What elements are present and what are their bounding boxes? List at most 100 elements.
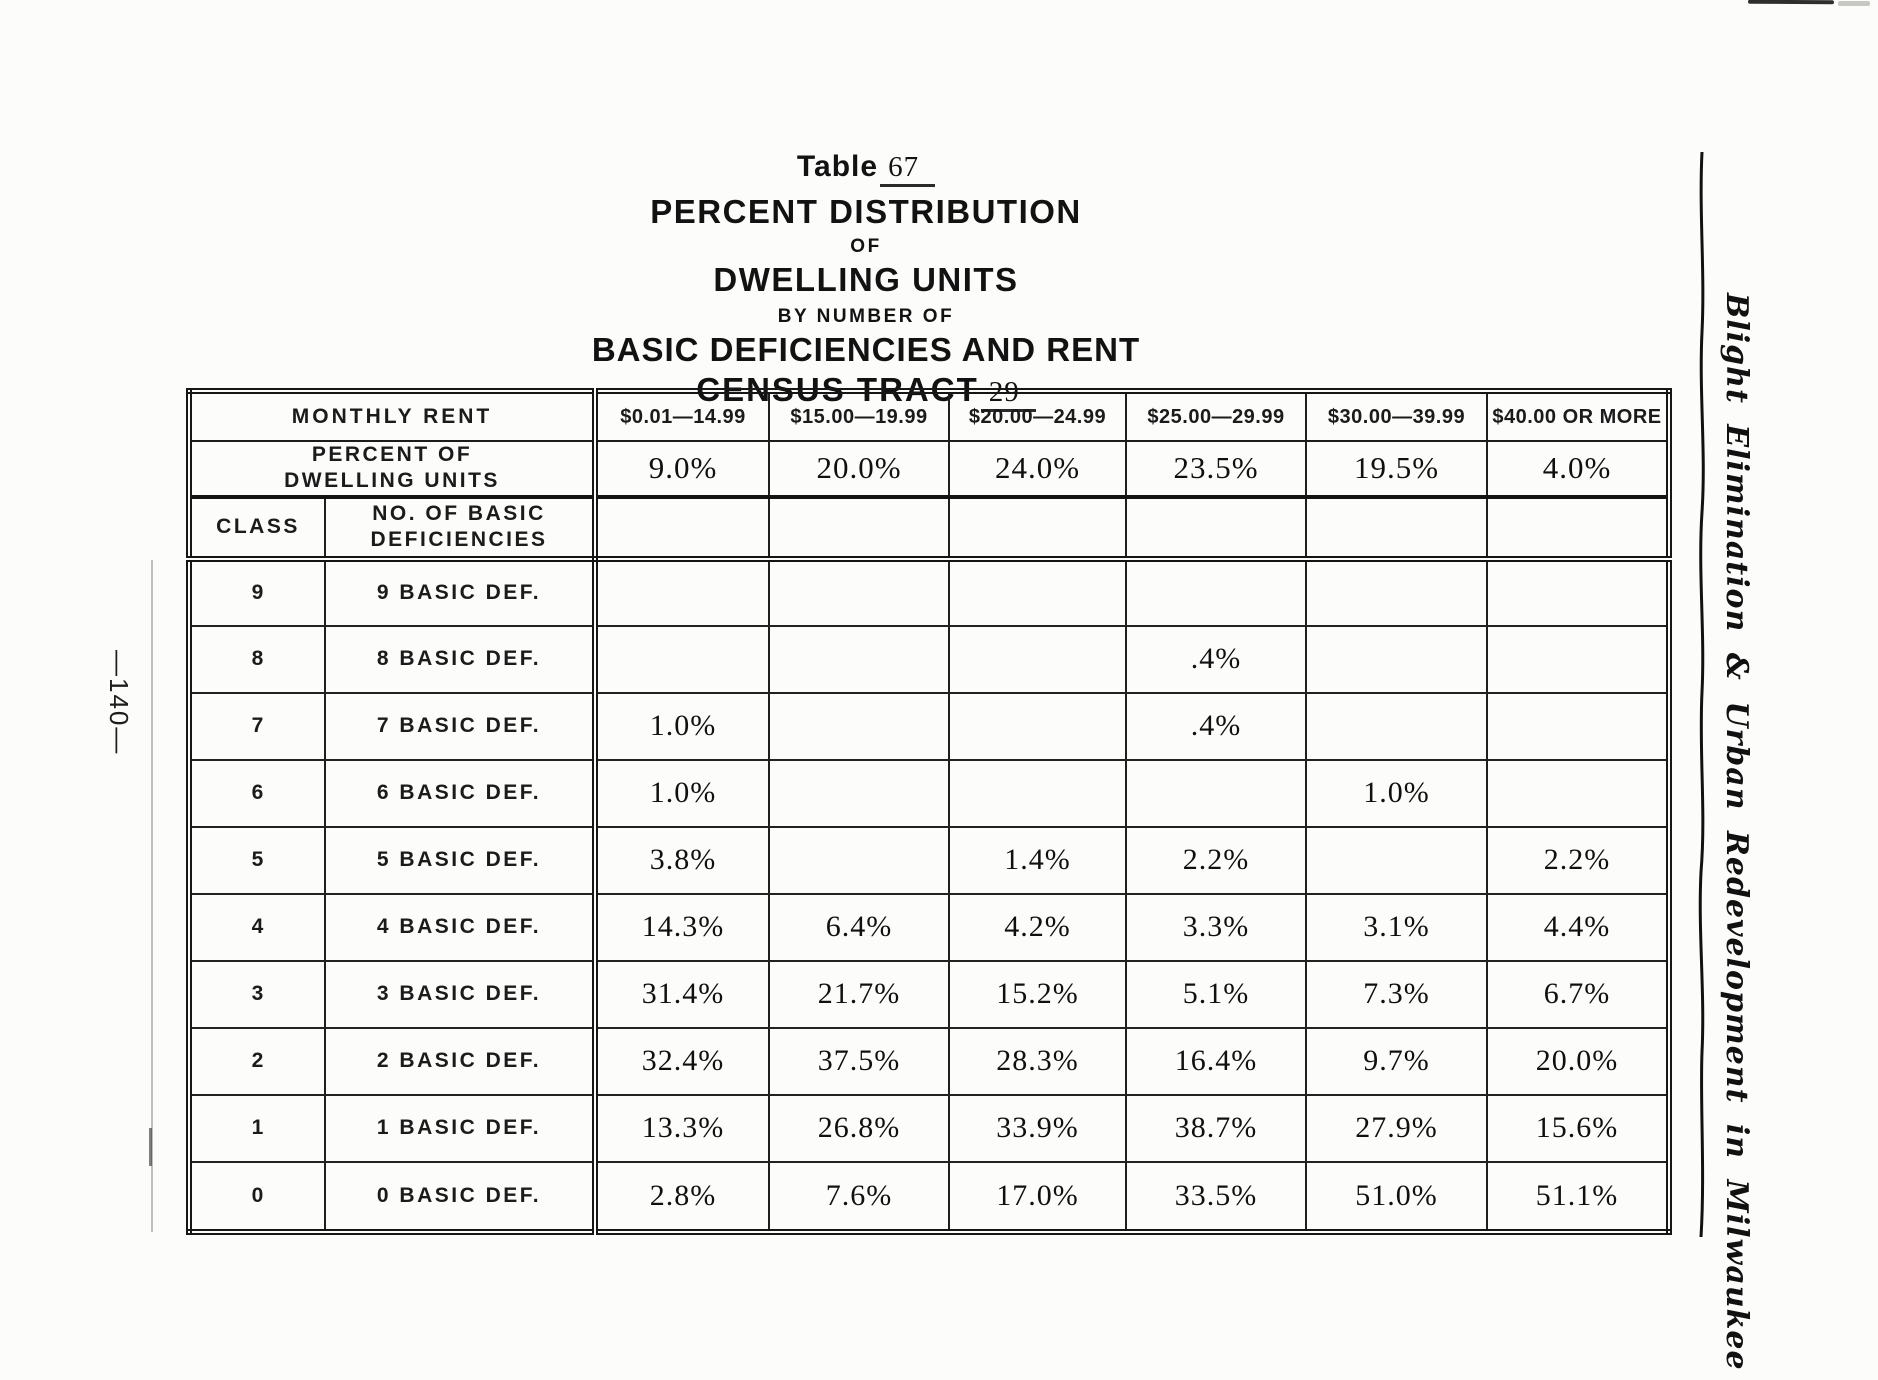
page-fold-tick — [149, 1128, 152, 1166]
percent-of-dwelling-units-label: PERCENT OF DWELLING UNITS — [189, 441, 599, 499]
value-cell: 2.2% — [1125, 826, 1307, 895]
value-cell — [1486, 692, 1670, 761]
value-cell: 2.8% — [594, 1161, 770, 1233]
value-cell — [1125, 759, 1307, 828]
value-cell: 9.7% — [1305, 1027, 1488, 1096]
value-cell — [768, 759, 950, 828]
empty-cell — [1125, 496, 1307, 562]
value-cell: 3.3% — [1125, 893, 1307, 962]
value-cell — [1305, 558, 1488, 627]
value-cell: 3.8% — [594, 826, 770, 895]
value-cell: 2.2% — [1486, 826, 1670, 895]
deficiency-label-cell: 6 BASIC DEF. — [325, 759, 599, 828]
value-cell: 1.0% — [594, 692, 770, 761]
class-cell: 5 — [189, 826, 326, 895]
rent-column-header: $20.00—24.99 — [948, 391, 1127, 442]
value-cell: 15.2% — [948, 960, 1127, 1029]
percent-value-cell: 23.5% — [1125, 441, 1307, 499]
value-cell: 7.6% — [768, 1161, 950, 1233]
percent-value-cell: 4.0% — [1486, 441, 1670, 499]
value-cell — [768, 826, 950, 895]
value-cell: 28.3% — [948, 1027, 1127, 1096]
monthly-rent-label: MONTHLY RENT — [189, 391, 599, 442]
value-cell: 14.3% — [594, 893, 770, 962]
deficiency-header-line1: NO. OF BASIC — [372, 501, 546, 525]
value-cell — [768, 558, 950, 627]
empty-cell — [948, 496, 1127, 562]
value-cell: 4.2% — [948, 893, 1127, 962]
percent-value-cell: 19.5% — [1305, 441, 1488, 499]
rent-column-header: $15.00—19.99 — [768, 391, 950, 442]
value-cell — [768, 692, 950, 761]
deficiency-label-cell: 3 BASIC DEF. — [325, 960, 599, 1029]
table-title-block: Table 67 PERCENT DISTRIBUTION OF DWELLING… — [426, 150, 1306, 412]
deficiency-rent-table: MONTHLY RENT $0.01—14.99 $15.00—19.99 $2… — [186, 388, 1673, 1235]
deficiency-label-cell: 0 BASIC DEF. — [325, 1161, 599, 1233]
deficiency-label-cell: 1 BASIC DEF. — [325, 1094, 599, 1163]
value-cell: 51.1% — [1486, 1161, 1670, 1233]
value-cell — [594, 558, 770, 627]
sidebar-divider-line — [1698, 152, 1705, 1237]
table-number-fill-in: 67 — [880, 153, 936, 187]
value-cell — [948, 692, 1127, 761]
table-label: Table — [796, 150, 879, 183]
value-cell: 31.4% — [594, 960, 770, 1029]
value-cell: 33.9% — [948, 1094, 1127, 1163]
value-cell — [1305, 692, 1488, 761]
class-header: CLASS — [189, 496, 326, 562]
value-cell: .4% — [1125, 625, 1307, 694]
deficiency-label-cell: 4 BASIC DEF. — [325, 893, 599, 962]
table-container: MONTHLY RENT $0.01—14.99 $15.00—19.99 $2… — [186, 388, 1673, 1235]
value-cell: 16.4% — [1125, 1027, 1307, 1096]
percent-value-cell: 9.0% — [594, 441, 770, 499]
value-cell: 6.7% — [1486, 960, 1670, 1029]
value-cell — [1486, 558, 1670, 627]
value-cell: 1.0% — [1305, 759, 1488, 828]
value-cell — [594, 625, 770, 694]
value-cell: 51.0% — [1305, 1161, 1488, 1233]
value-cell — [1305, 625, 1488, 694]
value-cell — [1486, 759, 1670, 828]
value-cell: 6.4% — [768, 893, 950, 962]
value-cell: 20.0% — [1486, 1027, 1670, 1096]
value-cell: 7.3% — [1305, 960, 1488, 1029]
deficiency-label-cell: 5 BASIC DEF. — [325, 826, 599, 895]
table-number-line: Table 67 — [426, 150, 1306, 187]
value-cell — [948, 558, 1127, 627]
value-cell — [1486, 625, 1670, 694]
class-cell: 8 — [189, 625, 326, 694]
value-cell: 38.7% — [1125, 1094, 1307, 1163]
value-cell: 4.4% — [1486, 893, 1670, 962]
class-cell: 0 — [189, 1161, 326, 1233]
class-cell: 1 — [189, 1094, 326, 1163]
empty-cell — [1486, 496, 1670, 562]
value-cell — [1125, 558, 1307, 627]
book-running-title: Blight Elimination & Urban Redevelopment… — [1719, 293, 1754, 1371]
empty-cell — [594, 496, 770, 562]
percent-value-cell: 24.0% — [948, 441, 1127, 499]
title-by-number-of: BY NUMBER OF — [777, 306, 955, 327]
deficiency-count-header: NO. OF BASIC DEFICIENCIES — [325, 496, 599, 562]
deficiency-header-line2: DEFICIENCIES — [370, 528, 548, 551]
value-cell: 1.0% — [594, 759, 770, 828]
class-cell: 4 — [189, 893, 326, 962]
percent-value-cell: 20.0% — [768, 441, 950, 499]
monthly-rent-header-row: MONTHLY RENT $0.01—14.99 $15.00—19.99 $2… — [189, 391, 1670, 442]
value-cell: 1.4% — [948, 826, 1127, 895]
value-cell: 3.1% — [1305, 893, 1488, 962]
percent-label-line2: DWELLING UNITS — [284, 469, 500, 493]
value-cell — [768, 625, 950, 694]
value-cell — [1305, 826, 1488, 895]
rent-column-header: $30.00—39.99 — [1305, 391, 1488, 442]
class-cell: 3 — [189, 960, 326, 1029]
rent-column-header: $25.00—29.99 — [1125, 391, 1307, 442]
class-cell: 6 — [189, 759, 326, 828]
